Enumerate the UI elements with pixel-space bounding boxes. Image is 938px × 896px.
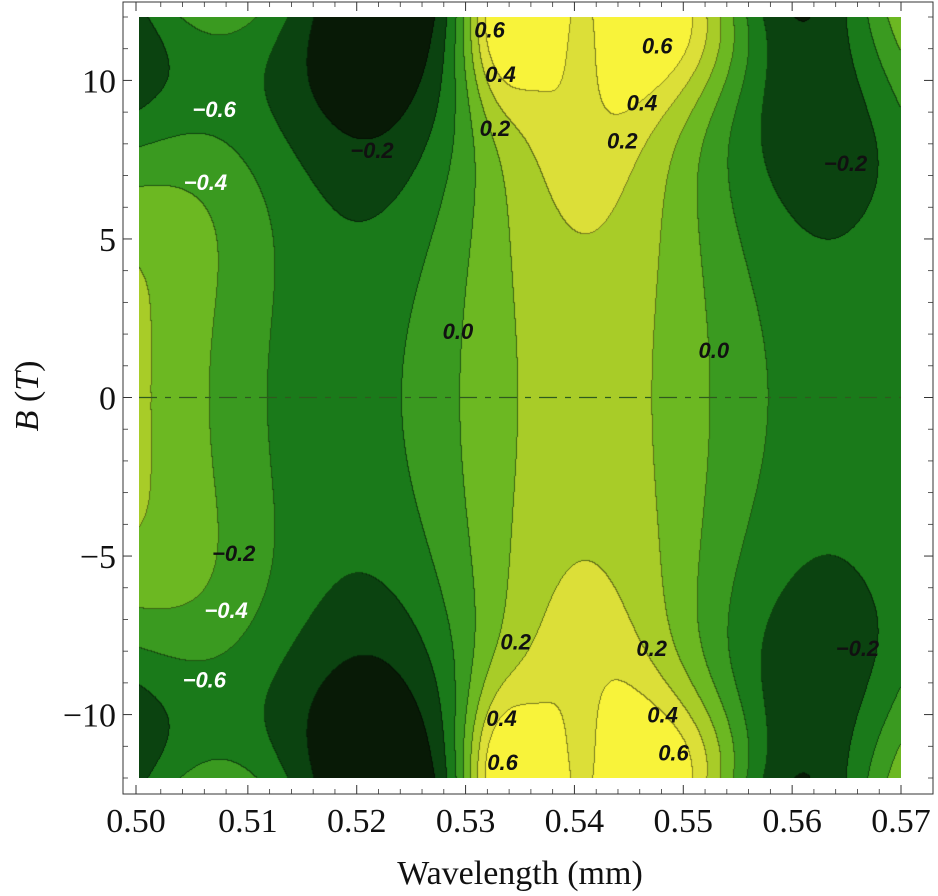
contour-label: 0.4 (486, 706, 517, 731)
x-tick-label: 0.50 (106, 803, 166, 840)
x-tick-label: 0.56 (762, 803, 822, 840)
x-tick-label: 0.53 (436, 803, 496, 840)
contour-labels: −0.6 −0.4 −0.2 0.6 0.4 0.2 0.6 0.4 0.2 −0.2 0.0 0.0… (183, 18, 880, 775)
contour-label: 0.4 (485, 62, 516, 87)
y-axis-title-symbol: B (9, 410, 46, 431)
contour-label: 0.2 (636, 636, 667, 661)
contour-label: 0.6 (487, 750, 518, 775)
y-tick-label: 10 (82, 63, 116, 100)
y-tick-label: 0 (99, 381, 116, 418)
contour-label: 0.2 (500, 630, 531, 655)
x-tick-label: 0.54 (545, 803, 605, 840)
contour-label: −0.2 (212, 541, 256, 566)
x-axis-title: Wavelength (mm) (397, 855, 643, 892)
contour-label: 0.2 (607, 129, 638, 154)
contour-label: −0.4 (184, 170, 227, 195)
contour-label: 0.0 (443, 319, 474, 344)
contour-label: −0.6 (192, 97, 236, 122)
y-axis-title: B (T) (9, 361, 46, 432)
contour-label: 0.6 (474, 18, 505, 43)
contour-label: −0.2 (836, 636, 880, 661)
contour-label: 0.4 (647, 703, 678, 728)
contour-label: −0.6 (183, 668, 227, 693)
x-tick-label: 0.52 (327, 803, 387, 840)
y-tick-label: −10 (63, 698, 116, 735)
contour-label: −0.4 (204, 598, 247, 623)
y-tick-label: 5 (99, 222, 116, 259)
contour-label: −0.2 (824, 151, 868, 176)
contour-label: 0.0 (698, 338, 729, 363)
x-tick-label: 0.57 (871, 803, 931, 840)
contour-label: 0.2 (480, 116, 511, 141)
y-axis-ticks: 10 5 0 −5 −10 (63, 16, 933, 779)
x-axis-ticks: 0.50 0.51 0.52 0.53 0.54 0.55 0.56 0.57 (106, 2, 931, 840)
x-tick-label: 0.55 (654, 803, 714, 840)
contour-label: −0.2 (350, 138, 394, 163)
contour-label: 0.6 (642, 34, 673, 59)
x-tick-label: 0.51 (218, 803, 278, 840)
y-tick-label: −5 (80, 539, 116, 576)
contour-label: 0.6 (658, 741, 689, 766)
y-axis-title-unit: T (9, 370, 46, 391)
contour-label: 0.4 (627, 91, 658, 116)
